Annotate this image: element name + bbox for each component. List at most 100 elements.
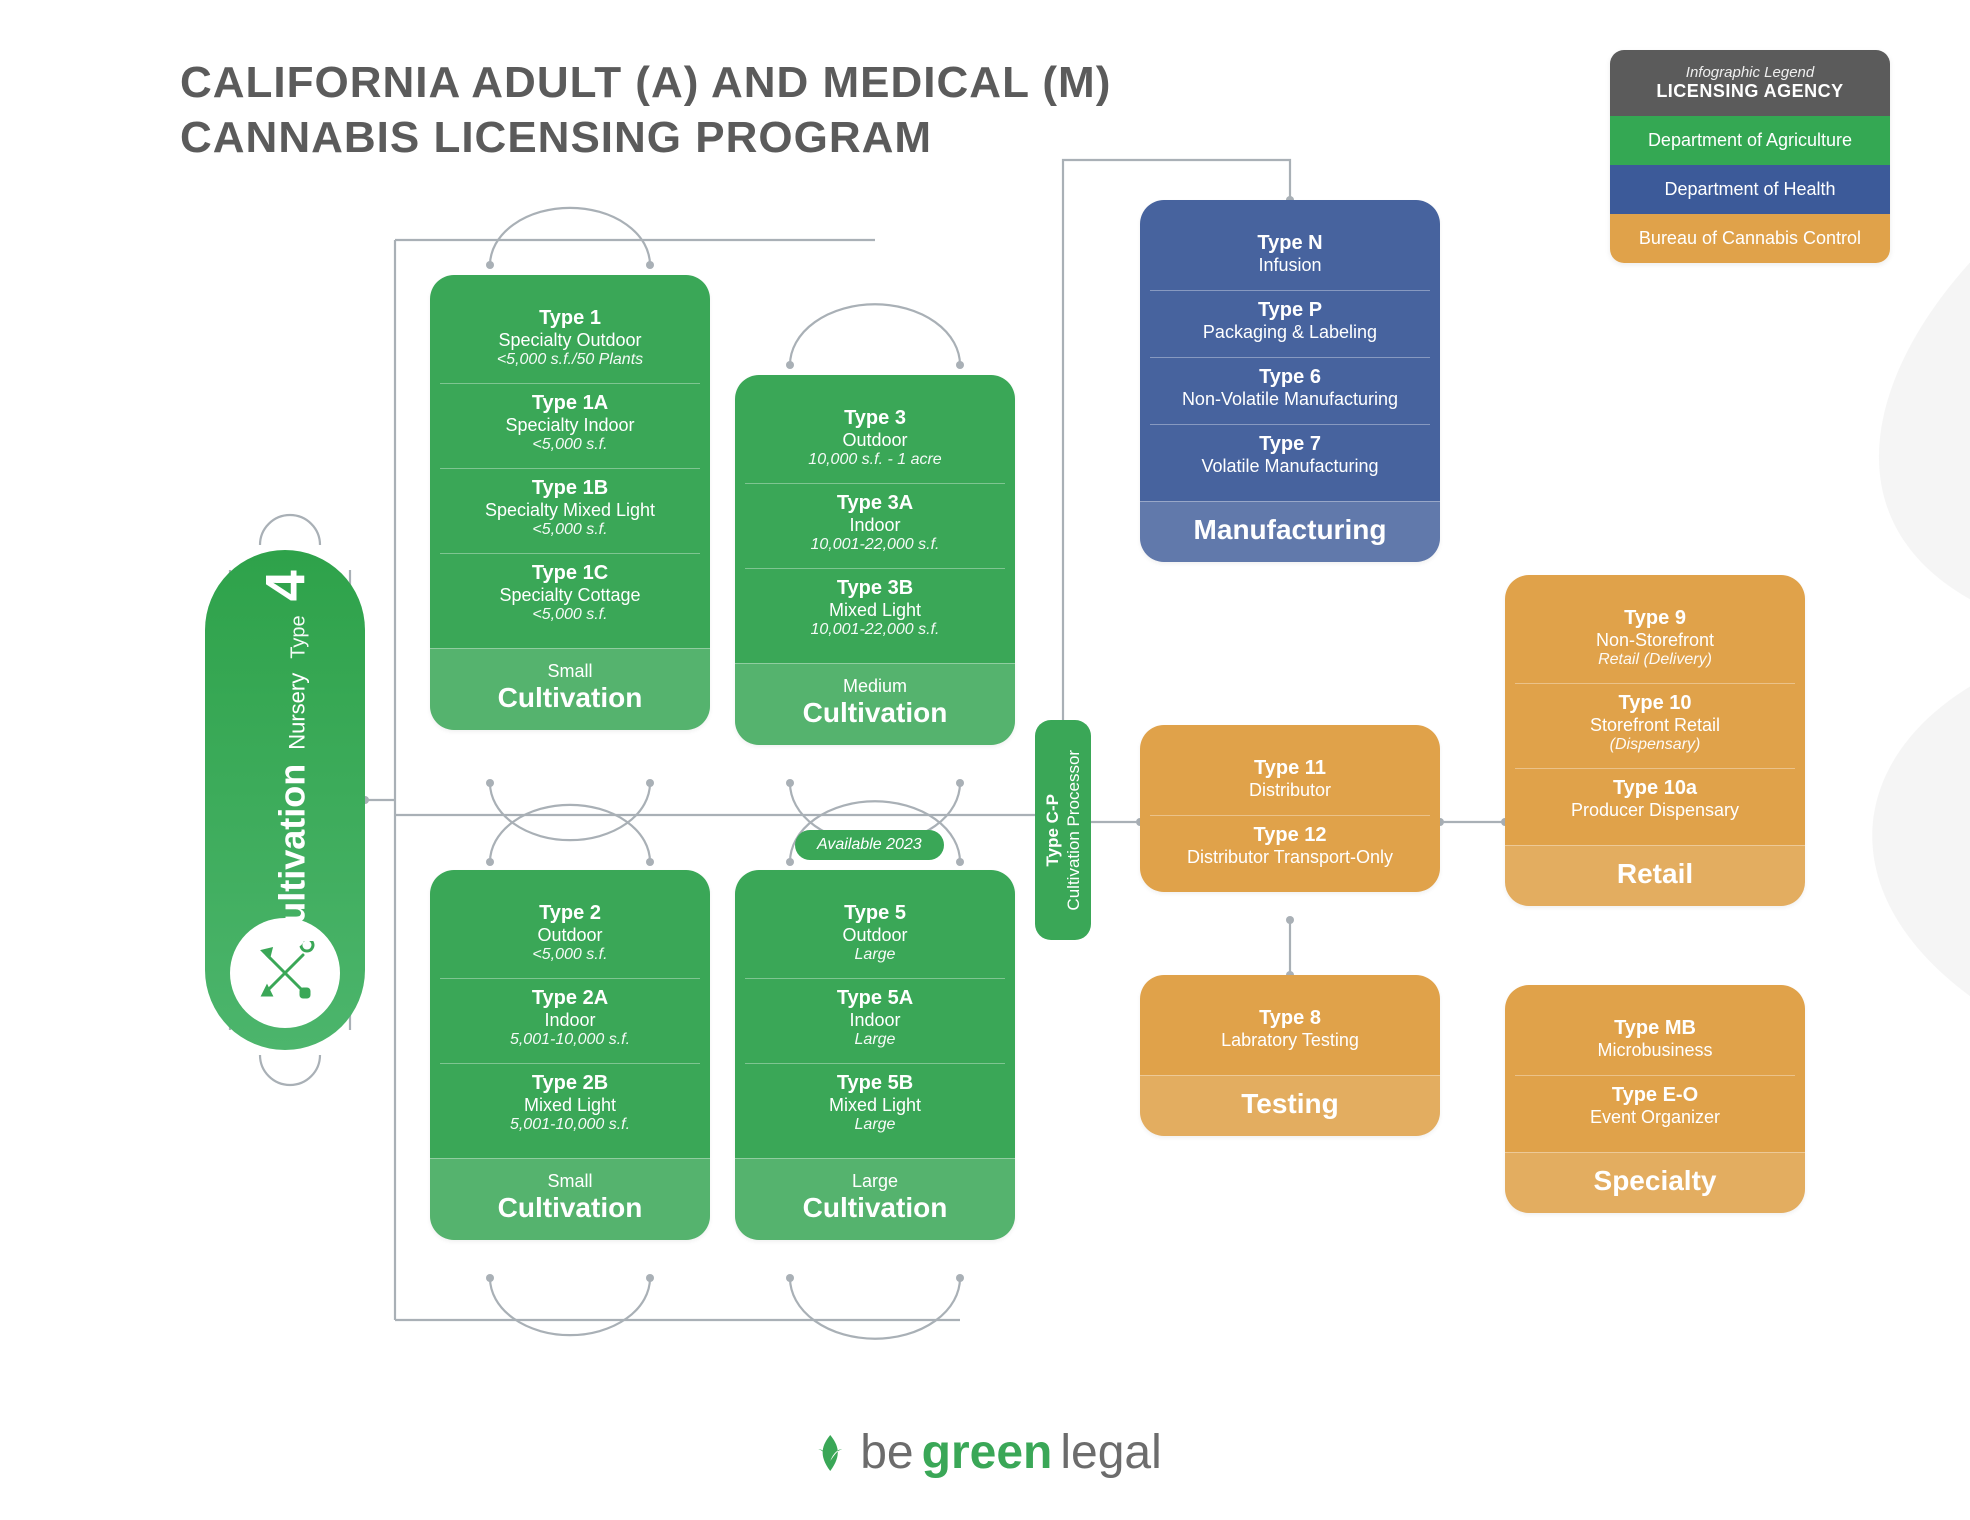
license-item-heading: Type 7: [1150, 433, 1430, 456]
card-footer: Testing: [1140, 1075, 1440, 1136]
license-item: Type NInfusion: [1150, 224, 1430, 291]
license-item: Type 6Non-Volatile Manufacturing: [1150, 358, 1430, 425]
license-item-desc: Distributor: [1150, 780, 1430, 801]
license-item-heading: Type 1B: [440, 477, 700, 500]
footer-main: Cultivation: [735, 1192, 1015, 1224]
license-item: Type 9Non-StorefrontRetail (Delivery): [1515, 599, 1795, 684]
footer-main: Cultivation: [430, 1192, 710, 1224]
brand-logo: begreenlegal: [808, 1425, 1162, 1480]
footer-pre: Large: [735, 1171, 1015, 1192]
license-item-heading: Type 5A: [745, 987, 1005, 1010]
license-item: Type 7Volatile Manufacturing: [1150, 425, 1430, 491]
license-item-desc: Mixed Light: [745, 1095, 1005, 1116]
card-items: Type 9Non-StorefrontRetail (Delivery)Typ…: [1505, 575, 1805, 845]
license-item: Type 3Outdoor10,000 s.f. - 1 acre: [745, 399, 1005, 484]
nursery-type-label: Type: [288, 615, 311, 658]
license-item-sub: (Dispensary): [1515, 736, 1795, 754]
cp-heading: Type C-P: [1042, 750, 1063, 911]
license-item-desc: Indoor: [745, 515, 1005, 536]
license-item-heading: Type 1: [440, 307, 700, 330]
card-items: Type 3Outdoor10,000 s.f. - 1 acre Type 3A…: [735, 375, 1015, 663]
card-items: Type 11Distributor Type 12Distributor Tra…: [1140, 725, 1440, 892]
footer-pre: Small: [430, 661, 710, 682]
license-item-heading: Type 2B: [440, 1072, 700, 1095]
footer-main: Retail: [1505, 858, 1805, 890]
license-item-desc: Specialty Mixed Light: [440, 500, 700, 521]
license-item-sub: <5,000 s.f.: [440, 946, 700, 964]
license-item-heading: Type 3B: [745, 577, 1005, 600]
license-item: Type 5BMixed LightLarge: [745, 1064, 1005, 1148]
license-item: Type 2AIndoor5,001-10,000 s.f.: [440, 979, 700, 1064]
license-item-sub: Large: [745, 946, 1005, 964]
license-item-desc: Volatile Manufacturing: [1150, 456, 1430, 477]
card-small-cultivation-2: Type 2Outdoor<5,000 s.f.Type 2AIndoor5,0…: [430, 870, 710, 1240]
license-item-desc: Non-Storefront: [1515, 630, 1795, 651]
license-item-heading: Type 11: [1150, 757, 1430, 780]
nursery-sub: Nursery: [285, 673, 311, 750]
license-item-sub: <5,000 s.f./50 Plants: [440, 351, 700, 369]
license-item: Type E-OEvent Organizer: [1515, 1076, 1795, 1142]
license-item-heading: Type 6: [1150, 366, 1430, 389]
card-manufacturing: Type NInfusionType PPackaging & Labeling…: [1140, 200, 1440, 562]
title-line-1: CALIFORNIA ADULT (A) AND MEDICAL (M): [180, 55, 1111, 110]
license-item-desc: Labratory Testing: [1150, 1030, 1430, 1051]
license-item-sub: <5,000 s.f.: [440, 436, 700, 454]
license-item-sub: Large: [745, 1116, 1005, 1134]
license-item: Type 1BSpecialty Mixed Light<5,000 s.f.: [440, 469, 700, 554]
license-item-heading: Type 2: [440, 902, 700, 925]
license-item: Type 5OutdoorLarge: [745, 894, 1005, 979]
license-item: Type 1CSpecialty Cottage<5,000 s.f.: [440, 554, 700, 638]
license-item: Type 3BMixed Light10,001-22,000 s.f.: [745, 569, 1005, 653]
license-item: Type 12Distributor Transport-Only: [1150, 816, 1430, 882]
license-item: Type MBMicrobusiness: [1515, 1009, 1795, 1076]
card-large-cultivation: Type 5OutdoorLargeType 5AIndoorLargeType…: [735, 870, 1015, 1240]
license-item-heading: Type 12: [1150, 824, 1430, 847]
license-item-heading: Type 10: [1515, 692, 1795, 715]
license-item: Type 2BMixed Light5,001-10,000 s.f.: [440, 1064, 700, 1148]
legend-row-health: Department of Health: [1610, 165, 1890, 214]
license-item-sub: Large: [745, 1031, 1005, 1049]
license-item: Type PPackaging & Labeling: [1150, 291, 1430, 358]
license-item-sub: 10,001-22,000 s.f.: [745, 536, 1005, 554]
license-item-desc: Distributor Transport-Only: [1150, 847, 1430, 868]
license-item-desc: Specialty Outdoor: [440, 330, 700, 351]
card-footer: Medium Cultivation: [735, 663, 1015, 745]
license-item-sub: <5,000 s.f.: [440, 521, 700, 539]
card-items: Type 5OutdoorLargeType 5AIndoorLargeType…: [735, 870, 1015, 1158]
cp-label: Type C-P Cultivation Processor: [1042, 750, 1085, 911]
license-item-desc: Microbusiness: [1515, 1040, 1795, 1061]
license-item-heading: Type 3A: [745, 492, 1005, 515]
license-item-heading: Type 2A: [440, 987, 700, 1010]
legend-panel: Infographic Legend LICENSING AGENCY Depa…: [1610, 50, 1890, 263]
license-item: Type 2Outdoor<5,000 s.f.: [440, 894, 700, 979]
card-retail: Type 9Non-StorefrontRetail (Delivery)Typ…: [1505, 575, 1805, 906]
legend-title: LICENSING AGENCY: [1656, 81, 1843, 101]
license-item-heading: Type 1A: [440, 392, 700, 415]
license-item: Type 10Storefront Retail(Dispensary): [1515, 684, 1795, 769]
license-item-desc: Producer Dispensary: [1515, 800, 1795, 821]
brand-mid: green: [922, 1425, 1053, 1480]
nursery-node: Cultivation Nursery Type 4: [205, 550, 365, 1050]
license-item-desc: Mixed Light: [440, 1095, 700, 1116]
card-footer: Specialty: [1505, 1152, 1805, 1213]
license-item-heading: Type 5: [745, 902, 1005, 925]
available-badge: Available 2023: [795, 830, 944, 860]
card-small-cultivation-1: Type 1Specialty Outdoor<5,000 s.f./50 Pl…: [430, 275, 710, 730]
footer-main: Testing: [1140, 1088, 1440, 1120]
license-item-sub: 10,000 s.f. - 1 acre: [745, 451, 1005, 469]
legend-subtitle: Infographic Legend: [1620, 64, 1880, 81]
license-item-desc: Infusion: [1150, 255, 1430, 276]
nursery-type-num: 4: [253, 570, 318, 601]
license-item-heading: Type 10a: [1515, 777, 1795, 800]
license-item-sub: Retail (Delivery): [1515, 651, 1795, 669]
nursery-title: Cultivation: [272, 764, 314, 950]
license-item-heading: Type N: [1150, 232, 1430, 255]
footer-main: Manufacturing: [1140, 514, 1440, 546]
nursery-label: Cultivation Nursery Type 4: [253, 570, 318, 950]
license-item-heading: Type 1C: [440, 562, 700, 585]
card-medium-cultivation: Type 3Outdoor10,000 s.f. - 1 acre Type 3A…: [735, 375, 1015, 745]
infographic-canvas: CALIFORNIA ADULT (A) AND MEDICAL (M) CAN…: [0, 0, 1970, 1520]
license-item: Type 1ASpecialty Indoor<5,000 s.f.: [440, 384, 700, 469]
license-item-desc: Specialty Indoor: [440, 415, 700, 436]
card-footer: Large Cultivation: [735, 1158, 1015, 1240]
